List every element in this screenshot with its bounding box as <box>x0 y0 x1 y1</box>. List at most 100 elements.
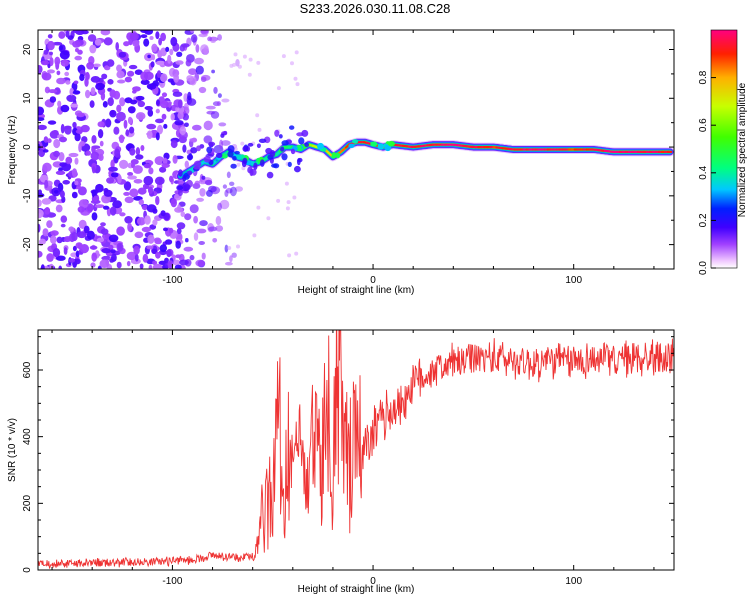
noise-blob <box>200 30 209 34</box>
noise-blob <box>38 189 42 195</box>
noise-blob <box>89 245 98 250</box>
noise-blob <box>54 87 61 95</box>
noise-blob <box>226 171 231 179</box>
noise-blob <box>151 54 156 61</box>
noise-blob <box>225 261 233 266</box>
noise-blob <box>65 30 70 38</box>
noise-blob <box>198 86 207 94</box>
noise-blob <box>71 191 78 199</box>
noise-blob <box>110 172 119 178</box>
ridge-blob <box>196 145 201 152</box>
noise-blob <box>139 263 144 269</box>
snr-ytick-label: 600 <box>22 361 33 378</box>
noise-blob <box>46 220 53 229</box>
noise-blob <box>50 235 57 244</box>
noise-blob <box>136 217 146 226</box>
snr-xlabel: Height of straight line (km) <box>298 584 415 595</box>
noise-blob <box>287 253 292 258</box>
noise-blob <box>159 166 167 173</box>
noise-blob <box>85 150 92 156</box>
noise-blob <box>203 120 213 131</box>
noise-blob <box>91 212 98 221</box>
noise-blob <box>146 245 154 250</box>
noise-blob <box>117 79 126 84</box>
noise-blob <box>170 198 177 208</box>
noise-blob <box>174 264 182 269</box>
noise-blob <box>98 153 104 161</box>
noise-blob <box>161 92 168 98</box>
noise-blob <box>132 90 137 94</box>
noise-blob <box>99 259 110 269</box>
noise-blob <box>42 162 52 172</box>
noise-blob <box>152 208 158 214</box>
noise-blob <box>72 127 78 136</box>
noise-blob <box>41 198 52 205</box>
noise-blob <box>142 253 149 263</box>
noise-blob <box>175 60 184 65</box>
noise-blob <box>111 253 117 262</box>
noise-blob <box>147 54 151 59</box>
snr-background <box>38 330 674 570</box>
noise-blob <box>75 242 83 249</box>
noise-blob <box>157 124 163 135</box>
noise-blob <box>78 142 82 153</box>
noise-blob <box>113 90 121 100</box>
snr-panel: -100 0 100 0 200 400 600 Height of straight li… <box>7 329 675 595</box>
noise-blob <box>195 259 205 267</box>
noise-blob <box>135 147 141 156</box>
noise-blob <box>129 126 135 134</box>
noise-blob <box>177 204 181 212</box>
noise-blob <box>255 113 260 118</box>
spectrogram-ytick-label: -20 <box>22 237 33 252</box>
noise-blob <box>133 179 143 184</box>
noise-blob <box>185 59 192 67</box>
noise-blob <box>215 215 222 226</box>
noise-blob <box>151 43 158 53</box>
noise-blob <box>168 227 174 234</box>
noise-blob <box>44 207 50 215</box>
noise-blob <box>224 244 229 253</box>
snr-axes: -100 0 100 0 200 400 600 <box>22 330 674 587</box>
noise-blob <box>59 136 67 143</box>
ridge-blob <box>204 179 213 186</box>
noise-blob <box>68 152 79 158</box>
noise-blob <box>116 64 123 72</box>
noise-blob <box>108 166 118 172</box>
snr-xtick-label: 100 <box>565 576 582 587</box>
noise-blob <box>102 101 108 108</box>
noise-blob <box>73 80 79 85</box>
noise-blob <box>150 61 155 68</box>
noise-blob <box>89 44 97 54</box>
noise-blob <box>161 113 167 120</box>
noise-blob <box>227 246 232 250</box>
noise-blob <box>215 225 224 232</box>
noise-blob <box>74 55 82 61</box>
noise-blob <box>134 231 144 239</box>
noise-blob <box>94 204 105 209</box>
noise-blob <box>91 146 96 154</box>
noise-blob <box>135 95 145 101</box>
noise-blob <box>75 129 83 134</box>
noise-blob <box>124 216 133 224</box>
noise-blob <box>149 36 154 40</box>
noise-blob <box>132 39 140 47</box>
noise-blob <box>71 231 78 242</box>
noise-blob <box>116 226 125 236</box>
noise-blob <box>206 189 213 197</box>
noise-blob <box>127 222 132 232</box>
noise-blob <box>47 34 53 39</box>
noise-blob <box>256 205 261 210</box>
ridge-knot <box>370 141 378 147</box>
noise-blob <box>174 120 184 126</box>
noise-blob <box>276 198 281 203</box>
noise-blob <box>201 252 206 260</box>
noise-blob <box>58 152 65 162</box>
noise-blob <box>169 175 174 183</box>
ridge-blob <box>289 125 295 130</box>
noise-blob <box>57 100 62 108</box>
snr-series-line <box>38 330 674 570</box>
ridge-blob <box>281 153 288 161</box>
noise-blob <box>92 63 101 68</box>
noise-blob <box>60 215 68 223</box>
